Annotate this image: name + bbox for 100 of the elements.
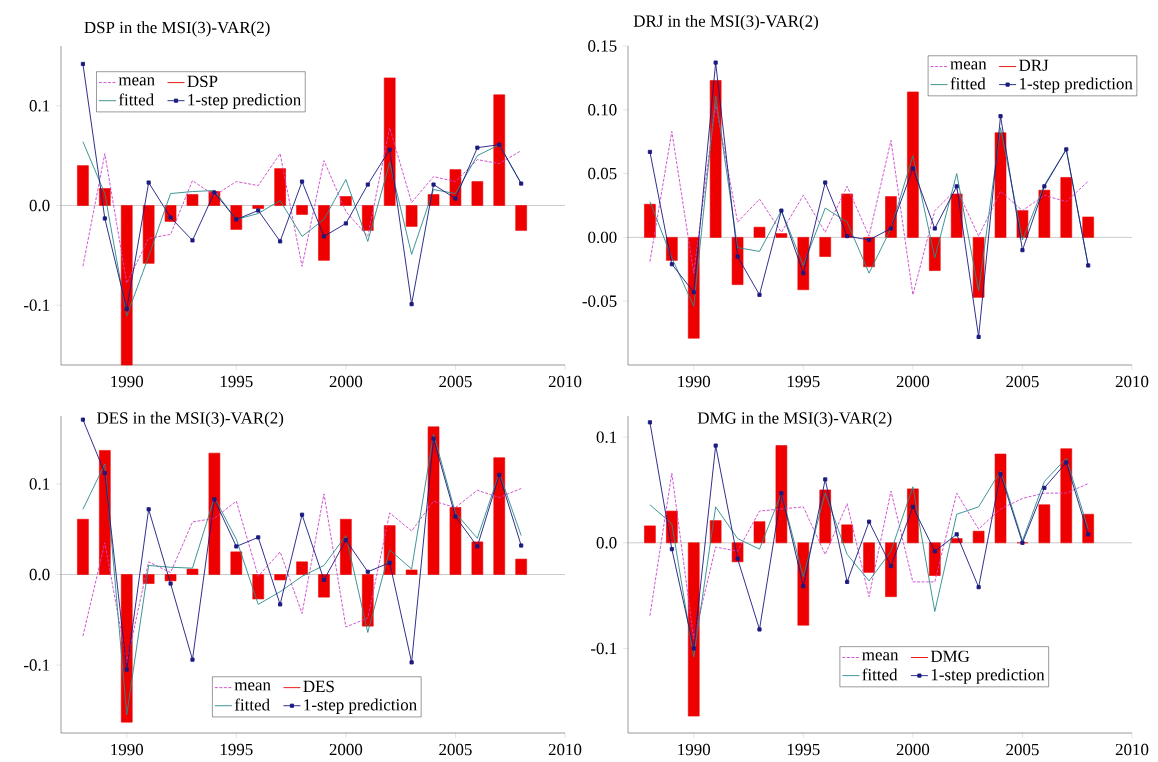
bar — [644, 203, 656, 238]
point — [1064, 147, 1069, 152]
bar — [907, 91, 919, 238]
bar — [471, 181, 484, 206]
bar — [230, 551, 243, 575]
point — [278, 239, 283, 244]
point — [1020, 248, 1025, 253]
point — [888, 226, 894, 231]
point — [735, 556, 740, 561]
point — [146, 507, 151, 512]
legend-label: mean — [950, 61, 987, 70]
legend-label: mean — [118, 77, 155, 86]
point — [212, 190, 217, 195]
point — [998, 114, 1003, 119]
point — [954, 532, 959, 537]
point — [779, 491, 784, 496]
x-tick-label: 1990 — [111, 375, 144, 388]
point — [212, 497, 217, 502]
legend-label: DSP — [187, 75, 218, 88]
point — [823, 180, 828, 185]
chart-title: DSP in the MSI(3)-VAR(2) — [84, 21, 270, 37]
bar — [252, 574, 264, 600]
y-tick-label: -0.1 — [23, 659, 50, 671]
point — [190, 238, 195, 243]
bar — [252, 205, 264, 209]
bar — [186, 194, 199, 206]
point — [976, 334, 981, 339]
point — [300, 179, 305, 184]
bar — [515, 558, 527, 575]
y-tick-label: 0.00 — [588, 231, 617, 244]
point — [102, 471, 107, 476]
legend-label: mean — [234, 682, 271, 691]
bar — [841, 524, 853, 544]
bar — [644, 525, 656, 544]
point — [1086, 263, 1091, 268]
bar — [972, 530, 985, 544]
point — [475, 145, 480, 150]
legend-label: fitted — [862, 668, 898, 681]
bar — [775, 233, 788, 238]
point — [1086, 532, 1091, 537]
point — [519, 181, 524, 186]
y-tick-label: 0.05 — [588, 167, 617, 180]
point — [954, 184, 959, 189]
legend-label: 1-step prediction — [304, 698, 417, 714]
point — [1042, 485, 1047, 490]
y-tick-label: 0.0 — [29, 199, 50, 212]
point — [757, 627, 762, 632]
point — [1020, 540, 1025, 545]
point — [1064, 460, 1069, 465]
bar — [1060, 177, 1073, 238]
point — [365, 182, 370, 187]
x-tick-label: 2010 — [548, 375, 582, 388]
y-tick-label: -0.1 — [23, 299, 50, 311]
x-tick-label: 2010 — [548, 743, 582, 756]
chart-title: DRJ in the MSI(3)-VAR(2) — [633, 14, 819, 31]
point — [669, 547, 674, 552]
x-tick-label: 2000 — [329, 743, 363, 756]
line-series — [649, 472, 1089, 640]
bar — [753, 226, 766, 238]
x-tick-label: 1990 — [678, 375, 711, 388]
x-tick-label: 1995 — [220, 743, 253, 756]
x-tick-label: 2005 — [439, 375, 472, 388]
point — [691, 646, 696, 651]
bar — [471, 541, 484, 575]
y-tick-label: 0.15 — [588, 40, 617, 52]
bar — [120, 205, 133, 366]
point — [497, 472, 502, 477]
point — [998, 472, 1003, 477]
point — [932, 549, 937, 554]
bar — [77, 165, 89, 206]
point — [343, 221, 348, 226]
legend-label: fitted — [234, 698, 270, 711]
bar — [77, 518, 89, 575]
x-tick-label: 2010 — [1115, 743, 1149, 756]
point — [124, 307, 129, 312]
bar — [1038, 189, 1051, 238]
y-tick-label: -0.05 — [582, 295, 617, 307]
legend-label: 1-step prediction — [1020, 77, 1133, 93]
legend-label: 1-step prediction — [188, 93, 301, 109]
point — [431, 436, 436, 441]
x-tick-label: 2005 — [439, 743, 472, 756]
bar — [340, 196, 352, 206]
point — [691, 290, 696, 295]
bar — [819, 237, 831, 257]
point — [497, 142, 502, 147]
bar — [493, 457, 506, 575]
point — [888, 564, 894, 569]
point — [519, 543, 524, 548]
bar — [208, 452, 221, 575]
point — [343, 538, 348, 543]
point — [867, 519, 872, 524]
point — [387, 147, 392, 152]
bar — [405, 205, 418, 227]
point — [910, 166, 915, 171]
point — [910, 504, 915, 509]
y-tick-label: 0.1 — [29, 478, 50, 490]
point — [365, 569, 370, 574]
chart-title: DMG in the MSI(3)-VAR(2) — [697, 411, 892, 428]
legend-label: DMG — [930, 650, 970, 663]
point — [757, 292, 762, 297]
